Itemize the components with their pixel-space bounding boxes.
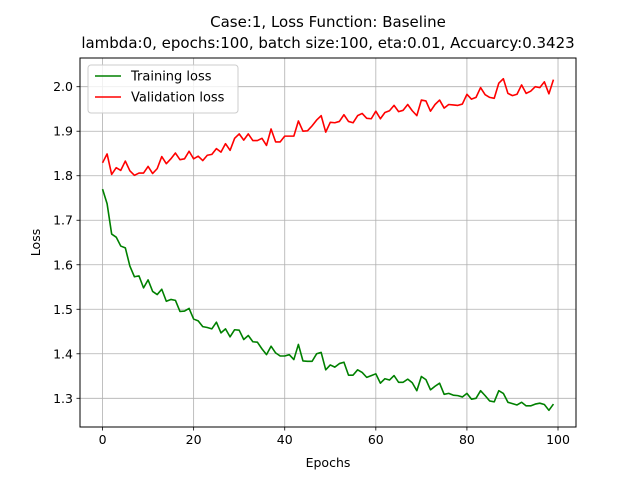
chart-subtitle: lambda:0, epochs:100, batch size:100, et… xyxy=(81,34,574,52)
x-tick-label: 40 xyxy=(277,432,293,447)
legend-label-validation: Validation loss xyxy=(131,91,225,106)
y-tick-label: 1.3 xyxy=(53,391,73,406)
y-axis-ticks: 1.3 1.4 1.5 1.6 1.7 1.8 1.9 2.0 xyxy=(53,79,80,406)
legend-label-training: Training loss xyxy=(130,70,212,85)
validation-loss-line xyxy=(101,77,555,177)
y-tick-label: 1.4 xyxy=(53,346,73,361)
x-axis-ticks: 0 20 40 60 80 100 xyxy=(99,427,570,447)
x-tick-label: 20 xyxy=(186,432,202,447)
x-axis-label: Epochs xyxy=(306,455,351,470)
grid-lines xyxy=(80,58,576,427)
y-tick-label: 1.9 xyxy=(53,124,73,139)
x-tick-label: 0 xyxy=(99,432,107,447)
legend: Training loss Validation loss xyxy=(87,64,239,114)
x-tick-label: 100 xyxy=(546,432,570,447)
y-tick-label: 1.7 xyxy=(53,213,73,228)
training-loss-line xyxy=(101,188,555,412)
y-tick-label: 1.5 xyxy=(53,302,73,317)
legend-box xyxy=(87,64,239,114)
y-tick-label: 1.6 xyxy=(53,257,73,272)
chart-title: Case:1, Loss Function: Baseline xyxy=(210,13,446,31)
x-tick-label: 80 xyxy=(459,432,475,447)
x-tick-label: 60 xyxy=(368,432,384,447)
plot-frame xyxy=(79,57,577,428)
series-lines xyxy=(101,77,555,412)
y-axis-label: Loss xyxy=(28,229,43,256)
y-tick-label: 1.8 xyxy=(53,168,73,183)
y-tick-label: 2.0 xyxy=(53,79,73,94)
